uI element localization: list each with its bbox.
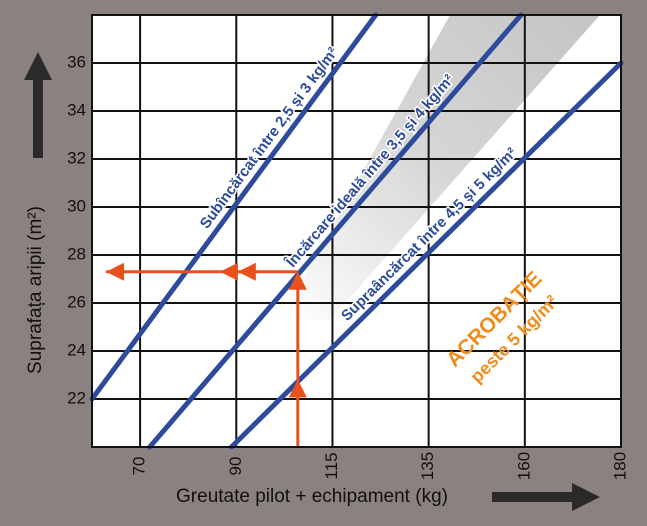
series-line: [89, 12, 379, 402]
y-tick-label: 32: [67, 148, 86, 167]
y-axis-title: Suprafața aripii (m²): [25, 206, 46, 374]
x-axis-title: Greutate pilot + echipament (kg): [176, 486, 448, 507]
y-tick-label: 28: [67, 244, 86, 263]
y-tick-label: 22: [67, 388, 86, 407]
x-tick-label: 135: [418, 452, 437, 480]
x-tick-label: 90: [226, 457, 245, 476]
x-tick-label: 160: [514, 452, 533, 480]
y-tick-label: 26: [67, 292, 86, 311]
shaded-band: [280, 15, 600, 320]
x-tick-label: 180: [610, 452, 629, 480]
plot-frame: [91, 14, 622, 448]
arrowhead: [237, 262, 256, 281]
y-tick-label: 36: [67, 52, 86, 71]
arrowhead: [106, 262, 124, 281]
right-arrow: [492, 483, 600, 511]
arrowhead: [219, 262, 238, 281]
up-arrow: [24, 52, 52, 158]
x-tick-label: 70: [130, 457, 149, 476]
arrowhead: [288, 379, 307, 398]
y-tick-label: 34: [67, 100, 86, 119]
y-tick-label: 30: [67, 196, 86, 215]
series-line: [147, 12, 524, 450]
x-tick-label: 115: [322, 452, 341, 479]
arrowhead: [288, 271, 307, 290]
y-tick-label: 24: [67, 340, 86, 359]
